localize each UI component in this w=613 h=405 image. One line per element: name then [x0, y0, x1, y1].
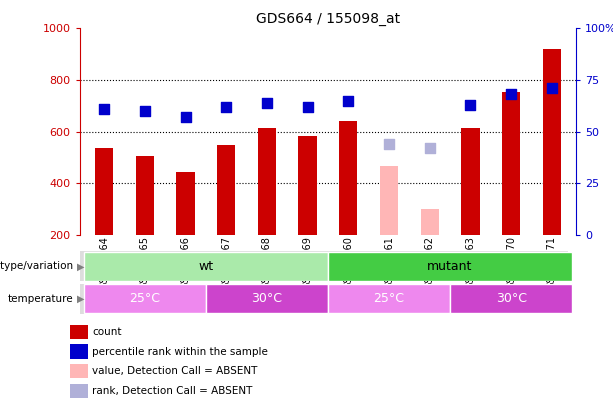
- Bar: [95, 148, 113, 235]
- Point: [506, 91, 516, 98]
- Text: ▶: ▶: [77, 294, 84, 304]
- Bar: [299, 136, 317, 235]
- Text: 25°C: 25°C: [129, 292, 161, 305]
- Point: [343, 98, 353, 104]
- Bar: [461, 128, 479, 235]
- Text: count: count: [92, 327, 121, 337]
- Text: rank, Detection Call = ABSENT: rank, Detection Call = ABSENT: [92, 386, 253, 396]
- Bar: [450, 284, 572, 313]
- Bar: [135, 156, 154, 235]
- Title: GDS664 / 155098_at: GDS664 / 155098_at: [256, 12, 400, 26]
- Bar: [257, 128, 276, 235]
- Bar: [543, 49, 561, 235]
- Bar: [70, 384, 88, 398]
- Point: [181, 114, 191, 120]
- Bar: [70, 344, 88, 359]
- Bar: [84, 252, 328, 281]
- Text: ▶: ▶: [77, 261, 84, 271]
- Point: [465, 102, 475, 108]
- Bar: [70, 364, 88, 378]
- Point: [262, 100, 272, 106]
- Point: [425, 145, 435, 151]
- Text: 25°C: 25°C: [373, 292, 405, 305]
- Bar: [328, 252, 572, 281]
- Bar: [328, 284, 450, 313]
- Bar: [502, 92, 520, 235]
- Point: [384, 141, 394, 147]
- Text: value, Detection Call = ABSENT: value, Detection Call = ABSENT: [92, 366, 257, 376]
- Bar: [421, 209, 439, 235]
- Text: 30°C: 30°C: [251, 292, 283, 305]
- Text: temperature: temperature: [8, 294, 74, 304]
- Bar: [217, 145, 235, 235]
- Text: mutant: mutant: [427, 260, 473, 273]
- Bar: [177, 172, 195, 235]
- Bar: [206, 284, 328, 313]
- Point: [221, 104, 231, 110]
- Bar: [84, 284, 206, 313]
- Text: wt: wt: [198, 260, 213, 273]
- Point: [140, 108, 150, 114]
- Bar: [339, 122, 357, 235]
- Point: [99, 106, 109, 112]
- Text: genotype/variation: genotype/variation: [0, 261, 74, 271]
- Text: percentile rank within the sample: percentile rank within the sample: [92, 347, 268, 356]
- Point: [547, 85, 557, 92]
- Text: 30°C: 30°C: [495, 292, 527, 305]
- Point: [303, 104, 313, 110]
- Bar: [380, 166, 398, 235]
- Bar: [70, 325, 88, 339]
